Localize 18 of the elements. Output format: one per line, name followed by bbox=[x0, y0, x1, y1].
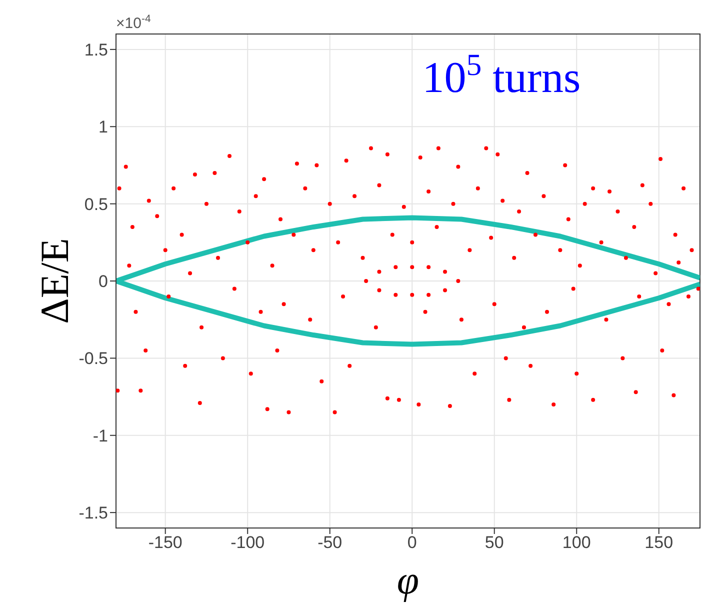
y-tick-label: -1.5 bbox=[78, 504, 108, 523]
x-tick-label: 100 bbox=[562, 533, 591, 552]
y-tick-label: 0 bbox=[98, 272, 108, 292]
y-tick-label: 0.5 bbox=[84, 194, 108, 214]
x-tick-label: -100 bbox=[230, 533, 265, 552]
x-tick-label: -150 bbox=[148, 533, 182, 552]
x-tick-label: 150 bbox=[644, 533, 674, 552]
y-tick-label: 1.5 bbox=[84, 40, 108, 60]
chart-title: 10$^{5}$ turns bbox=[422, 48, 581, 102]
x-tick-label: 50 bbox=[484, 533, 504, 552]
y-tick-label: -0.5 bbox=[78, 349, 108, 368]
x-tick-label: -50 bbox=[318, 533, 342, 552]
x-tick-label: 0 bbox=[407, 533, 417, 552]
text: ×10$^{-4}$ bbox=[116, 13, 151, 32]
x-axis-title: φ bbox=[396, 557, 420, 602]
y-tick-label: -1 bbox=[92, 426, 108, 446]
y-axis-title: ΔE/E bbox=[32, 238, 78, 324]
y-tick-label: 1 bbox=[98, 118, 108, 137]
